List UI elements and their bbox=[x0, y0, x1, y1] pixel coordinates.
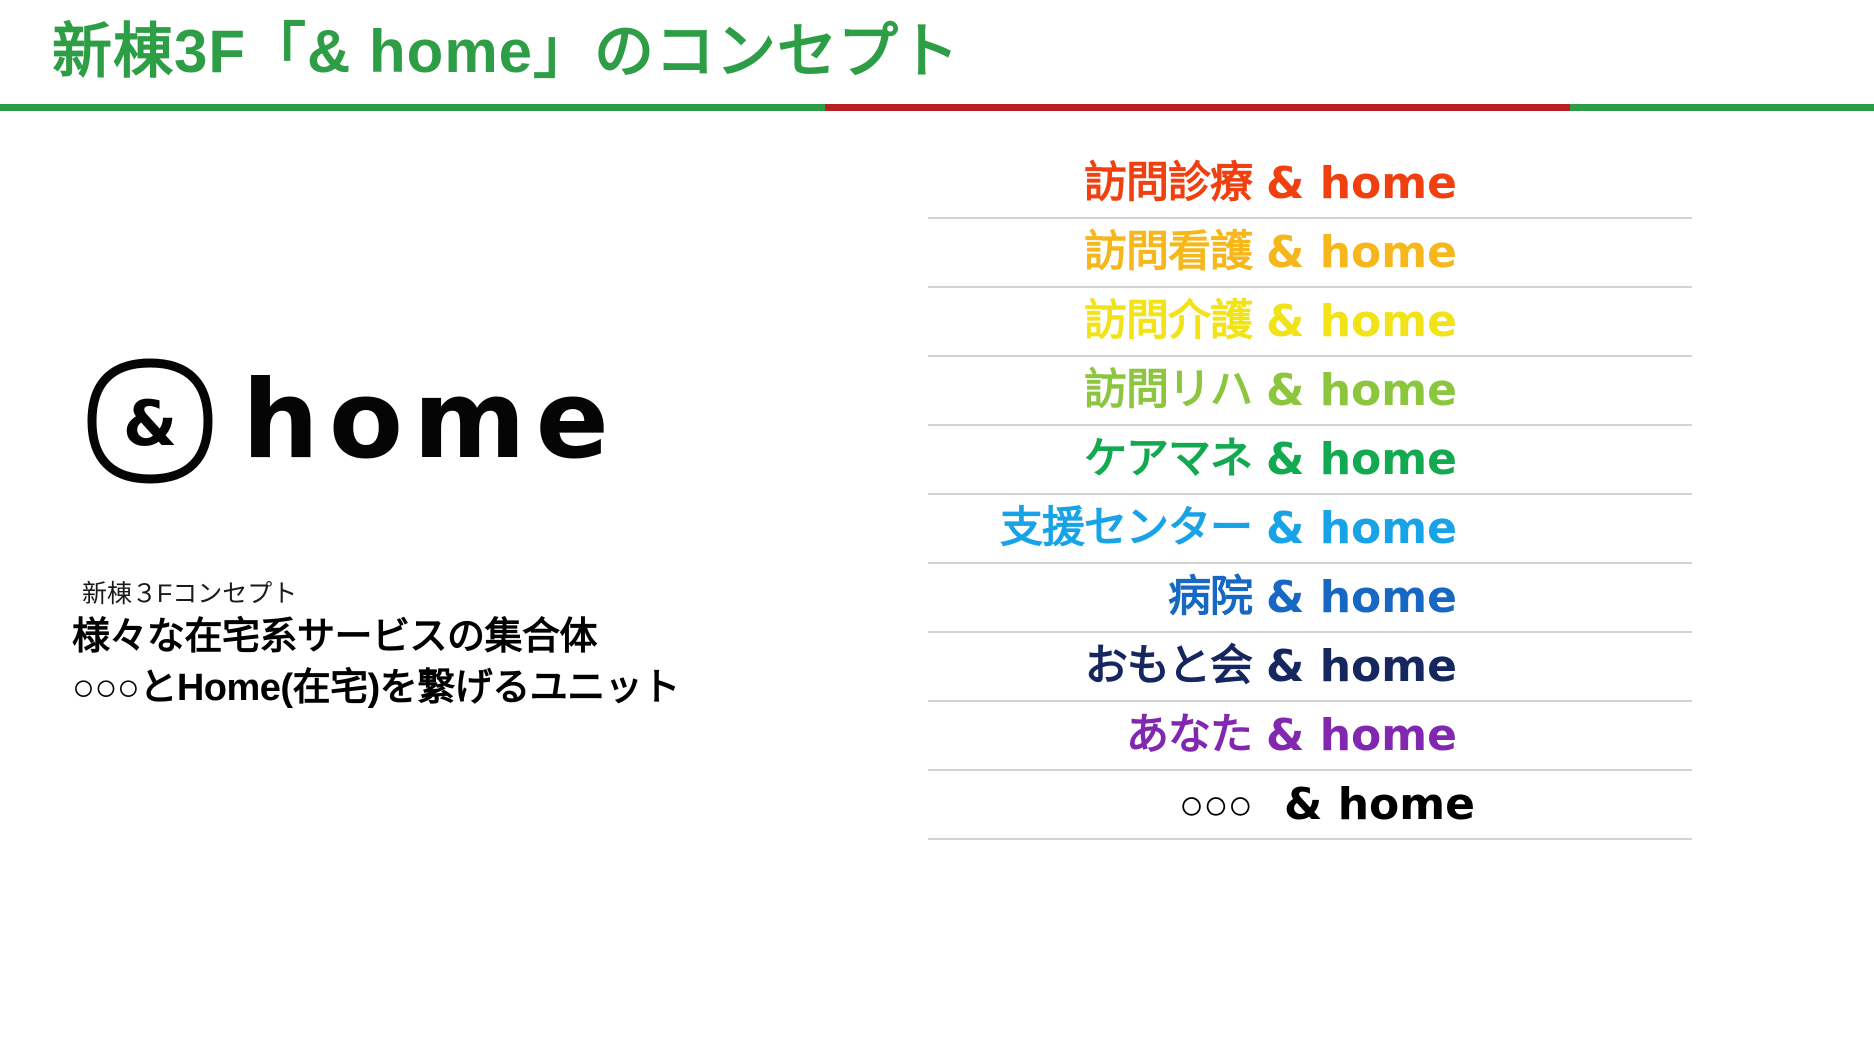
pair-row: 訪問診療 & home bbox=[928, 150, 1692, 219]
service-pair-list: 訪問診療 & home 訪問看護 & home 訪問介護 & home 訪問リハ & home… bbox=[928, 150, 1692, 840]
pair-label: 訪問介護 bbox=[1084, 297, 1253, 345]
header-divider bbox=[0, 104, 1874, 111]
pair-label: あなた bbox=[1126, 711, 1253, 759]
page-header: 新棟3F「& home」のコンセプト bbox=[0, 0, 1874, 104]
pair-value: & home bbox=[1266, 364, 1457, 416]
pair-value: & home bbox=[1266, 502, 1457, 554]
pair-row: 支援センター & home bbox=[928, 495, 1692, 564]
svg-text:&: & bbox=[123, 387, 177, 460]
pair-label: ケアマネ bbox=[1084, 435, 1253, 483]
pair-label: 病院 bbox=[1168, 573, 1253, 621]
pair-row: 病院 & home bbox=[928, 564, 1692, 633]
header-divider-red bbox=[825, 104, 1570, 111]
pair-row: 訪問介護 & home bbox=[928, 288, 1692, 357]
pair-value: & home bbox=[1266, 640, 1457, 692]
pair-value: & home bbox=[1266, 295, 1457, 347]
pair-value: & home bbox=[1266, 157, 1457, 209]
concept-caption-small: 新棟３Fコンセプト bbox=[82, 580, 298, 608]
ampersand-squircle-icon: & bbox=[86, 357, 214, 485]
pair-value: & home bbox=[1266, 226, 1457, 278]
pair-label: 支援センター bbox=[1000, 504, 1253, 552]
pair-value: & home bbox=[1266, 433, 1457, 485]
concept-line-1: 様々な在宅系サービスの集合体 bbox=[72, 616, 598, 658]
pair-value: & home bbox=[1284, 778, 1475, 830]
pair-row: おもと会 & home bbox=[928, 633, 1692, 702]
pair-row: ○○○ & home bbox=[928, 771, 1692, 840]
and-home-logo: & home bbox=[86, 357, 619, 485]
pair-label: ○○○ bbox=[1178, 780, 1253, 828]
page-title: 新棟3F「& home」のコンセプト bbox=[52, 18, 961, 85]
pair-label: おもと会 bbox=[1084, 642, 1253, 690]
pair-row: 訪問リハ & home bbox=[928, 357, 1692, 426]
logo-wordmark: home bbox=[242, 358, 619, 483]
pair-value: & home bbox=[1266, 709, 1457, 761]
pair-label: 訪問リハ bbox=[1084, 366, 1253, 414]
pair-value: & home bbox=[1266, 571, 1457, 623]
pair-row: あなた & home bbox=[928, 702, 1692, 771]
pair-label: 訪問診療 bbox=[1084, 159, 1253, 207]
pair-label: 訪問看護 bbox=[1084, 228, 1253, 276]
pair-row: ケアマネ & home bbox=[928, 426, 1692, 495]
left-panel: & home 新棟３Fコンセプト 様々な在宅系サービスの集合体 ○○○とHome… bbox=[0, 112, 900, 1054]
pair-row: 訪問看護 & home bbox=[928, 219, 1692, 288]
concept-line-2: ○○○とHome(在宅)を繋げるユニット bbox=[72, 667, 680, 709]
